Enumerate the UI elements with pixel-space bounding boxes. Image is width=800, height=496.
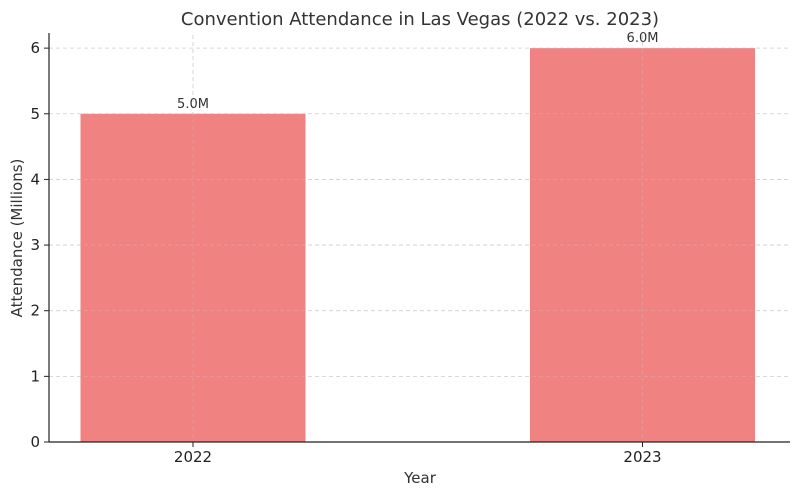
y-tick-label: 2	[30, 302, 40, 320]
data-label-2022: 5.0M	[177, 97, 209, 112]
bar-2023	[530, 48, 755, 443]
x-tick-label: 2023	[623, 448, 661, 466]
y-tick-label: 5	[30, 105, 40, 123]
y-tick-label: 0	[30, 433, 40, 451]
y-tick-label: 4	[30, 170, 40, 188]
y-tick-label: 6	[30, 39, 40, 57]
bars	[49, 35, 790, 443]
chart-title: Convention Attendance in Las Vegas (2022…	[181, 9, 659, 30]
bar-2022	[80, 113, 306, 442]
x-axis-label: Year	[403, 469, 437, 487]
labels: 5.0M 6.0M 0 1 2 3 4 5 6 2022 2023	[30, 31, 661, 466]
data-label-2023: 6.0M	[627, 31, 659, 46]
x-tick-label: 2022	[174, 448, 212, 466]
y-tick-label: 1	[30, 367, 40, 385]
axes	[44, 33, 790, 447]
y-tick-label: 3	[30, 236, 40, 254]
y-axis-label: Attendance (Millions)	[8, 159, 26, 318]
